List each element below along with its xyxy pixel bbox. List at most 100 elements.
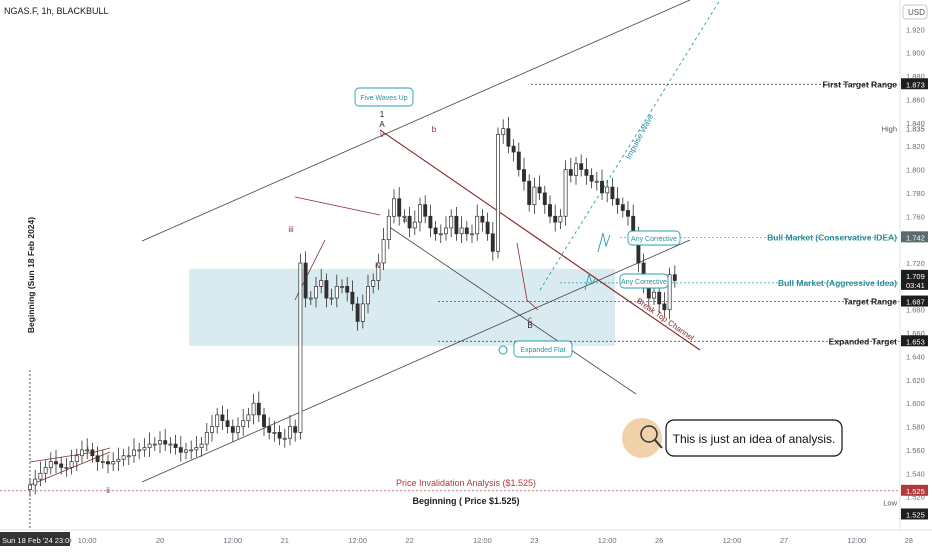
candle-body [542,192,547,205]
target-zone-rect [189,268,615,346]
symbol-title: NGAS.F, 1h, BLACKBULL [4,6,109,16]
candle-body [511,145,516,153]
candle-body [178,447,183,453]
candle-body [402,215,407,218]
candle-body [215,414,220,427]
candle-body [496,134,500,252]
candle-body [282,437,287,440]
candle-body [615,198,620,205]
wave-label-b: b [432,125,437,134]
price-tag-bg [901,78,928,90]
candle-body [350,291,355,305]
wave-label-B: B [527,321,532,330]
candle-body [256,402,261,416]
x-tick-label: 28 [905,536,913,545]
candle-body [470,233,474,236]
price-axis: 1.920 1.900 1.880 1.860 1.840 1.820 1.800 1.780… [899,0,932,550]
zone-layer [189,268,615,346]
x-tick-label: 26 [655,536,663,545]
candle-body [48,461,53,468]
level-label: Expanded Target [829,336,897,346]
five-waves-callout-box [354,87,414,107]
candle-body [38,472,43,480]
wave-label-ii: ii [106,486,110,495]
level-label: Bull Market (Aggressive Idea) [778,278,897,288]
candle-body [652,291,656,299]
x-tick-label: 12:00 [847,536,866,545]
candle-body [475,215,480,235]
candle-body [59,463,64,468]
magnifier-icon [640,425,658,443]
currency-box[interactable] [902,4,928,20]
candle-body [126,455,131,458]
candle-body [220,414,225,422]
candle-body [459,227,464,235]
candle-body [329,297,334,300]
beginning-price-label: Beginning ( Price $1.525) [412,496,519,506]
any-corrective-callout-2-box [619,273,669,289]
candle-body [355,303,360,322]
candle-body [397,198,402,217]
candle-body [527,180,532,205]
level-label: Bull Market (Conservative IDEA) [767,232,897,242]
candle-body [314,286,318,299]
wave-label-v: v [380,130,384,139]
candle-body [392,198,396,217]
candle-body [194,447,199,451]
x-tick-label: 12:00 [223,536,242,545]
candle-body [324,280,329,299]
candle-body [605,186,610,194]
price-tag-bg [901,295,928,307]
candle-body [132,449,136,457]
x-tick-label: 10:00 [78,536,97,545]
candle-body [412,221,417,229]
candle-body [433,227,438,235]
candle-body [506,128,511,147]
any-corrective-callout-2[interactable]: Any Corrective [619,273,669,289]
candle-body [371,280,376,287]
y-tick-label: 1.720 [906,259,925,268]
wave-label-1: 1 [380,110,385,119]
candle-body [600,180,604,194]
five-waves-callout-text: Five Waves Up [360,95,407,102]
candle-body [74,455,79,462]
expanded-flat-callout[interactable]: Expanded Flat [513,340,573,358]
wave-label-iii: iii [288,225,294,234]
candle-body [236,426,240,433]
expanded-flat-callout-text: Expanded Flat [520,347,565,354]
candle-body [485,221,490,235]
candle-body [662,303,667,311]
expanded-flat-callout-box [513,340,573,358]
y-tick-label: 1.620 [906,376,925,385]
candle-body [298,262,303,433]
currency-label[interactable]: USD [908,8,925,17]
candle-body [142,447,147,451]
candle-body [173,443,178,448]
candle-body [121,455,126,460]
candle-body [293,426,298,433]
candle-body [366,286,370,305]
candles-layer [28,116,677,497]
note-bubble [665,419,843,457]
candle-body [116,458,121,462]
y-tick-label: 1.520 [906,493,925,502]
candle-body [428,215,433,229]
y-tick-label: 1.660 [906,329,925,338]
candle-body [568,169,573,176]
candle-body [163,440,168,445]
candle-body [137,449,142,452]
magnifier-handle [654,439,663,449]
candle-body [360,303,365,322]
note-callout[interactable]: This is just an idea of analysis. [622,418,843,458]
candle-body [334,286,339,299]
any-corrective-callout-1[interactable]: Any Corrective [627,230,681,246]
candle-body [147,443,152,448]
candle-body [537,186,542,194]
x-tick-label: 27 [780,536,788,545]
y-tick-label: 1.900 [906,49,925,58]
five-waves-callout[interactable]: Five Waves Up [354,87,414,107]
candle-body [584,169,589,176]
corrective-squiggle-1 [597,232,611,253]
